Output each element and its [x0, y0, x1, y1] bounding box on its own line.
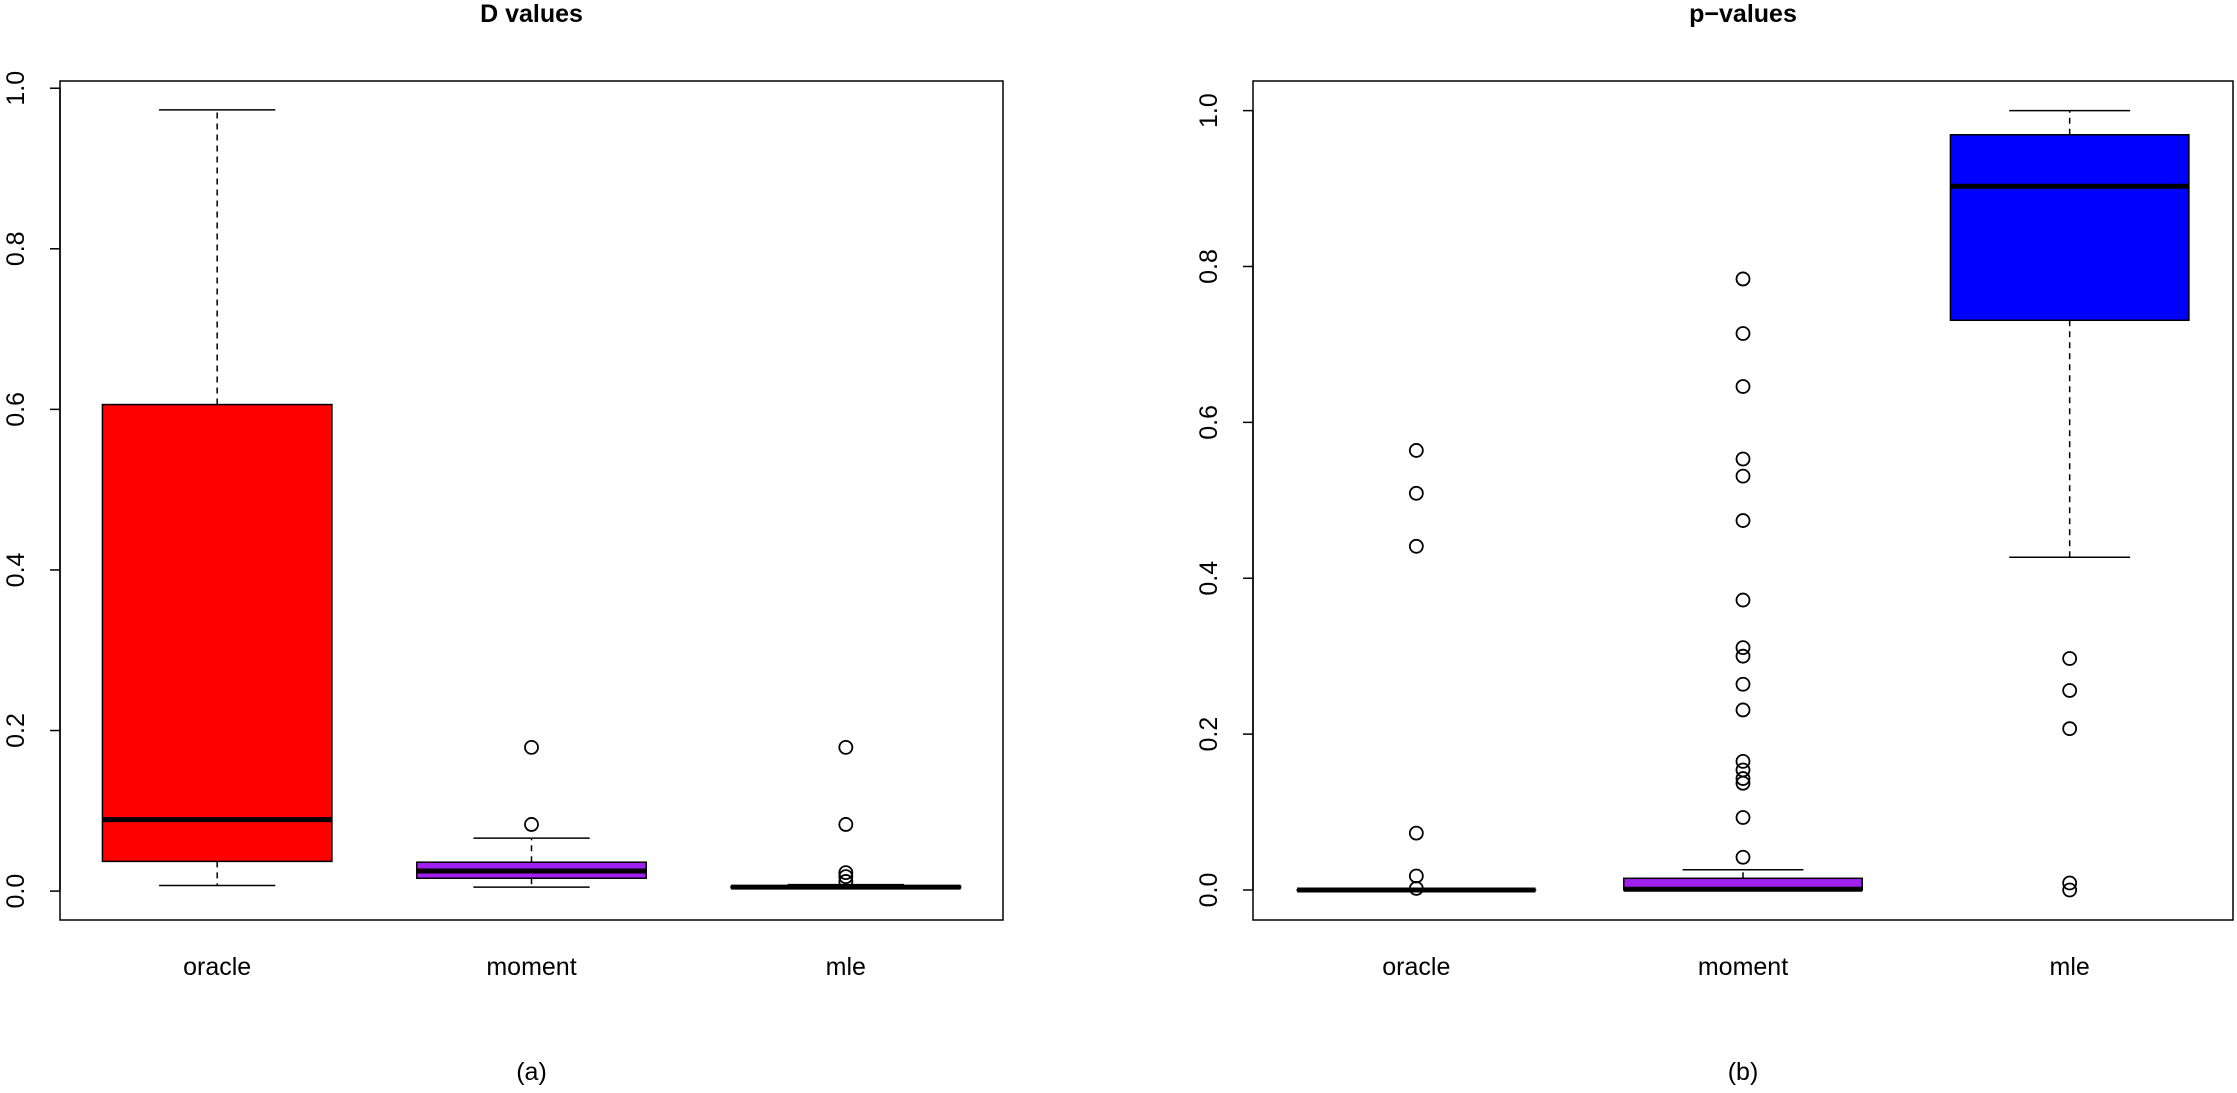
x-tick-label: oracle [1382, 953, 1450, 981]
caption: (a) [516, 1058, 547, 1086]
outlier [1737, 327, 1750, 340]
outlier [2063, 722, 2076, 735]
outlier [1737, 380, 1750, 393]
caption: (b) [1728, 1058, 1759, 1086]
x-tick-label: mle [826, 953, 866, 981]
outlier [839, 818, 852, 831]
outlier [1410, 444, 1423, 457]
outlier [1410, 540, 1423, 553]
y-tick-label: 0.2 [2, 713, 30, 748]
x-tick-label: oracle [183, 953, 251, 981]
outlier [1737, 851, 1750, 864]
outlier [2063, 652, 2076, 665]
y-tick-label: 0.0 [1195, 873, 1223, 908]
y-tick-label: 0.2 [1195, 717, 1223, 752]
outlier [1737, 514, 1750, 527]
outlier [1737, 470, 1750, 483]
y-tick-label: 1.0 [2, 71, 30, 106]
y-tick-label: 0.4 [2, 552, 30, 587]
y-tick-label: 0.6 [1195, 405, 1223, 440]
outlier [1737, 594, 1750, 607]
y-tick-label: 0.6 [2, 392, 30, 427]
outlier [525, 741, 538, 754]
box [102, 405, 331, 862]
outlier [839, 741, 852, 754]
outlier [525, 818, 538, 831]
outlier [1737, 811, 1750, 824]
outlier [1737, 452, 1750, 465]
chart-title: D values [480, 0, 583, 28]
outlier [1737, 703, 1750, 716]
box [1950, 135, 2188, 320]
y-tick-label: 0.4 [1195, 561, 1223, 596]
y-tick-label: 0.8 [1195, 249, 1223, 284]
chart-title: p−values [1689, 0, 1797, 28]
outlier [1410, 827, 1423, 840]
outlier [1737, 678, 1750, 691]
outlier [1737, 650, 1750, 663]
y-tick-label: 0.8 [2, 231, 30, 266]
outlier [1410, 487, 1423, 500]
y-tick-label: 0.0 [2, 874, 30, 909]
outlier [1737, 272, 1750, 285]
y-tick-label: 1.0 [1195, 93, 1223, 128]
outlier [2063, 684, 2076, 697]
x-tick-label: moment [486, 953, 576, 981]
outlier [1410, 869, 1423, 882]
x-tick-label: mle [2050, 953, 2090, 981]
x-tick-label: moment [1698, 953, 1788, 981]
